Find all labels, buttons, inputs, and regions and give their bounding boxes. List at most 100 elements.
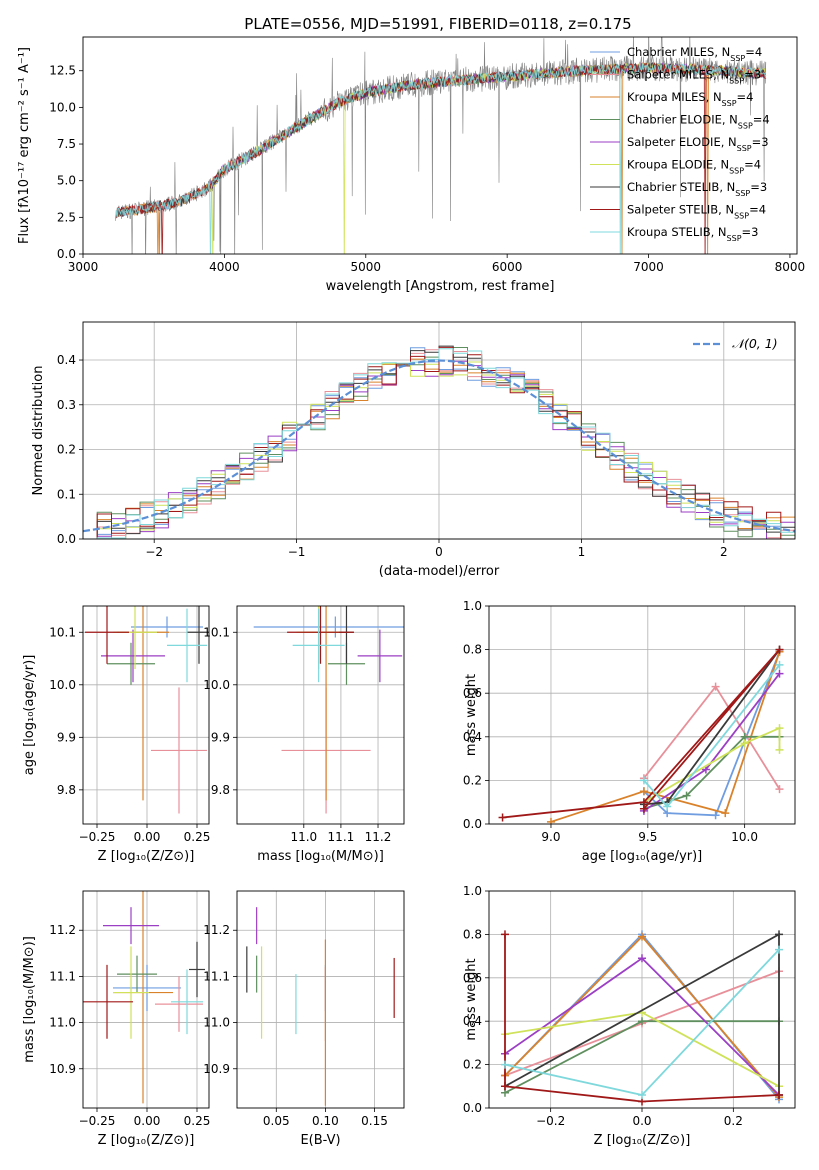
histograms	[83, 345, 795, 539]
axes-frame	[82, 890, 210, 1109]
weight-marker	[500, 1082, 509, 1091]
weight-line	[504, 934, 780, 1103]
weight-marker	[775, 660, 784, 669]
x-tick-label: −1	[288, 545, 306, 559]
x-axis-label: wavelength [Angstrom, rest frame]	[326, 279, 555, 294]
weight-line	[502, 649, 781, 819]
figure-title: PLATE=0556, MJD=51991, FIBERID=0118, z=0…	[244, 15, 631, 33]
x-tick-label: 11.2	[365, 830, 392, 844]
x-tick-label: 0.15	[361, 1114, 388, 1128]
error-bars	[85, 606, 209, 814]
x-tick-label: 0.05	[263, 1114, 290, 1128]
axes-frame	[488, 890, 796, 1109]
y-axis-label: mass weight	[464, 958, 479, 1040]
weight-marker	[775, 745, 784, 754]
axes-frame	[82, 605, 210, 825]
y-axis-label: Normed distribution	[31, 366, 46, 496]
error-bars	[83, 891, 205, 1104]
weight-marker	[682, 791, 691, 800]
y-tick-label: 10.0	[203, 678, 230, 692]
y-tick-label: 0.2	[463, 773, 482, 787]
weight-marker	[711, 811, 720, 820]
x-axis-label: Z [log₁₀(Z/Z⊙)]	[98, 1133, 195, 1148]
x-tick-label: 7000	[633, 260, 664, 274]
y-tick-label: 5.0	[57, 174, 76, 188]
panel-residuals: −2 −1 0 1 2 0.0 0.1 0.2 0.3 0.4 (data-model)/error…	[31, 321, 796, 579]
y-tick-label: 2.5	[57, 210, 76, 224]
weight-marker	[775, 930, 784, 939]
y-tick-label: 11.0	[203, 1016, 230, 1030]
y-tick-label: 0.8	[463, 643, 482, 657]
x-tick-label: −0.2	[536, 1114, 565, 1128]
weight-lines	[500, 930, 784, 1106]
legend-entry: 𝒩(0, 1)	[732, 336, 778, 351]
y-tick-label: 11.1	[203, 969, 230, 983]
y-tick-label: 0.0	[57, 247, 76, 261]
x-tick-label: 4000	[209, 260, 240, 274]
weight-lines	[498, 645, 784, 824]
y-tick-label: 11.2	[49, 923, 76, 937]
weight-marker	[500, 930, 509, 939]
legend-entry: Chabrier STELIB, NSSP=3	[627, 180, 767, 198]
axes-frame	[488, 605, 796, 825]
y-tick-label: 0.4	[463, 1014, 482, 1028]
x-axis-label: E(B-V)	[300, 1133, 340, 1148]
x-axis-label: Z [log₁₀(Z/Z⊙)]	[594, 1133, 691, 1148]
x-tick-label: 0.0	[632, 1114, 651, 1128]
error-bars	[253, 606, 404, 814]
weight-marker	[639, 776, 648, 785]
legend-entry: Salpeter MILES, NSSP=3	[627, 68, 761, 86]
legend-entry: Chabrier MILES, NSSP=4	[627, 45, 762, 63]
panel-mass-vs-Z: −0.25 0.00 0.25 10.9 11.0 11.1 11.2 Z [log₁₀(Z/…	[22, 890, 211, 1148]
weight-marker	[638, 954, 646, 963]
x-tick-label: 5000	[350, 260, 381, 274]
legend: Chabrier MILES, NSSP=4 Salpeter MILES, NS…	[590, 45, 770, 243]
x-axis-label: age [log₁₀(age/yr)]	[582, 849, 703, 864]
legend-entry: Kroupa MILES, NSSP=4	[627, 90, 753, 108]
axes-frame	[82, 36, 798, 255]
weight-line	[643, 726, 781, 803]
y-tick-label: 1.0	[463, 599, 482, 613]
x-tick-label: 9.5	[638, 830, 657, 844]
legend-entry: Salpeter STELIB, NSSP=4	[627, 203, 766, 221]
y-tick-label: 11.2	[203, 923, 230, 937]
y-tick-label: 11.1	[49, 969, 76, 983]
y-tick-label: 0.6	[463, 686, 482, 700]
y-tick-label: 0.4	[463, 730, 482, 744]
histogram-step	[83, 348, 795, 539]
legend-entry: Chabrier ELODIE, NSSP=4	[627, 113, 770, 131]
y-tick-label: 10.9	[203, 1062, 230, 1076]
weight-marker	[775, 945, 784, 954]
y-tick-label: 7.5	[57, 137, 76, 151]
chart-panels: 3000 4000 5000 6000 7000 80000.02.55.07.510.0…	[17, 36, 805, 1148]
x-tick-label: −2	[145, 545, 163, 559]
panel-weight-vs-Z: −0.2 0.0 0.2 0.0 0.2 0.4 0.6 0.8 1.0 Z [log₁₀(Z/Z…	[463, 884, 796, 1148]
weight-marker	[775, 669, 784, 678]
axes-frame	[236, 890, 405, 1109]
error-bars	[246, 907, 395, 1106]
x-tick-label: 0	[435, 545, 443, 559]
x-tick-label: 11.1	[328, 830, 355, 844]
x-tick-label: 0.25	[184, 1114, 211, 1128]
weight-marker	[639, 787, 648, 796]
weight-marker	[721, 809, 730, 818]
weight-marker	[498, 813, 507, 822]
x-tick-label: 0.00	[134, 830, 161, 844]
legend-entry: Salpeter ELODIE, NSSP=3	[627, 135, 769, 153]
x-axis-label: mass [log₁₀(M/M⊙)]	[257, 849, 384, 864]
y-tick-label: 11.0	[49, 1016, 76, 1030]
x-tick-label: 9.0	[541, 830, 560, 844]
x-tick-label: −0.25	[79, 830, 116, 844]
model-spectrum	[115, 62, 766, 254]
y-tick-label: 0.4	[57, 353, 76, 367]
y-tick-label: 0.2	[57, 443, 76, 457]
x-axis-label: (data-model)/error	[379, 564, 500, 579]
y-axis-label: age [log₁₀(age/yr)]	[22, 655, 37, 776]
x-axis-label: Z [log₁₀(Z/Z⊙)]	[98, 849, 195, 864]
y-tick-label: 9.9	[57, 730, 76, 744]
panel-weight-vs-age: 9.0 9.5 10.0 0.0 0.2 0.4 0.6 0.8 1.0 age [log₁₀(a…	[463, 599, 796, 864]
axes-frame	[236, 605, 405, 825]
normal-curve	[83, 359, 795, 533]
y-tick-label: 10.1	[49, 625, 76, 639]
y-axis-label: mass [log₁₀(M/M⊙)]	[22, 936, 37, 1063]
